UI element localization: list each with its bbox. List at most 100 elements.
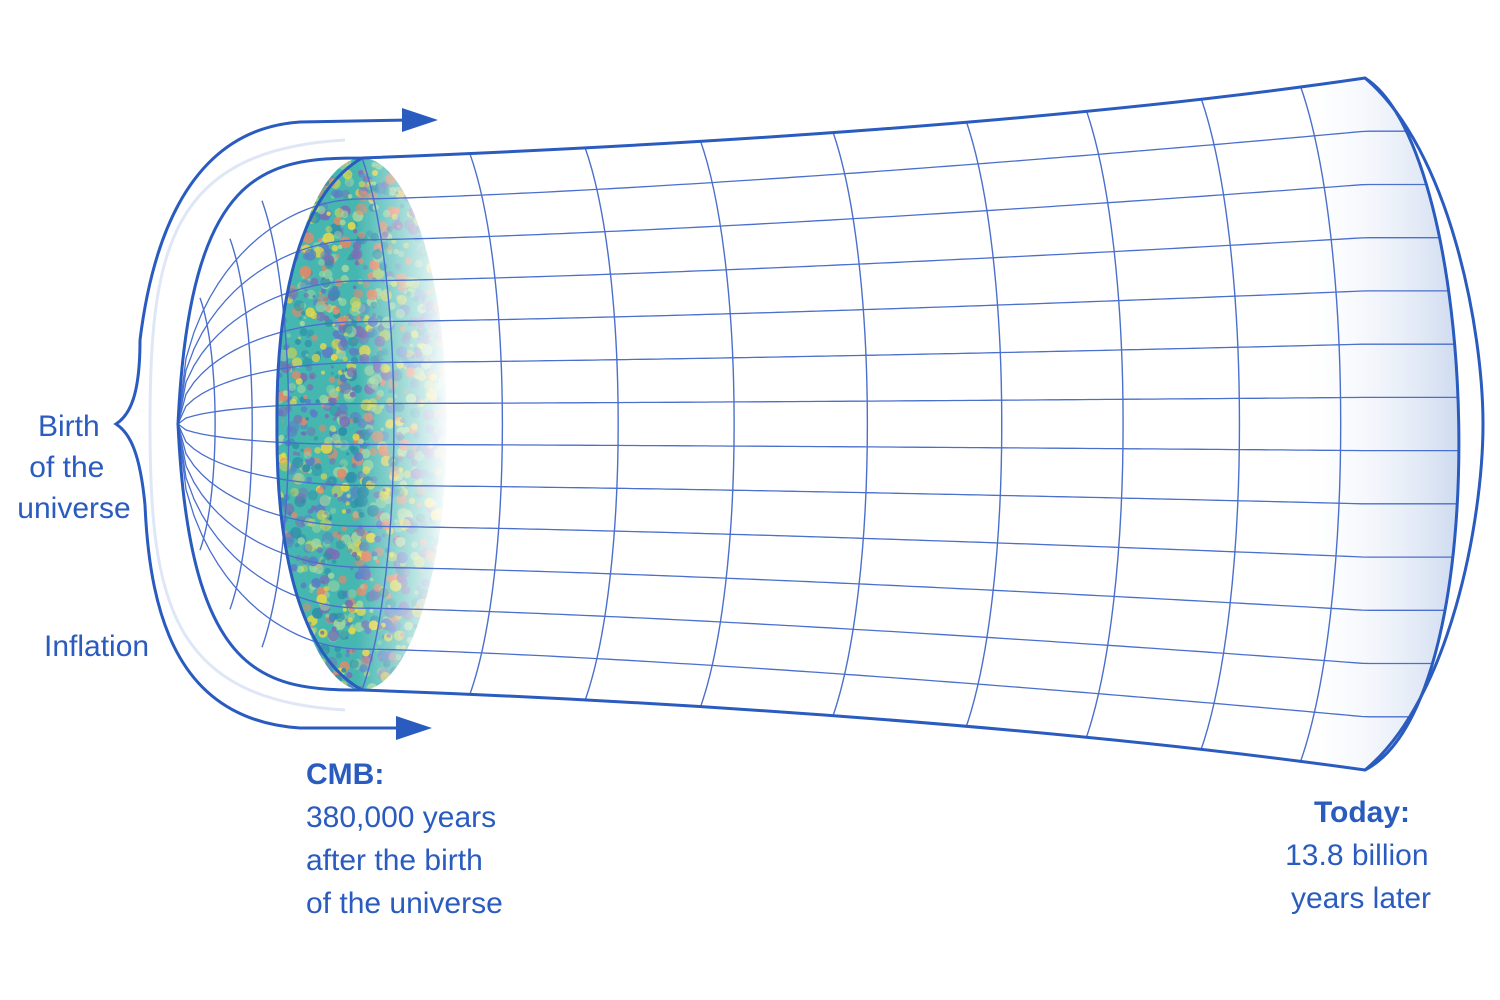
cmb-speckle — [401, 585, 411, 595]
cmb-speckle — [339, 219, 346, 226]
cmb-speckle — [426, 289, 432, 295]
cmb-speckle — [349, 391, 356, 398]
cmb-speckle — [338, 298, 347, 307]
cmb-speckle — [397, 294, 407, 305]
cmb-speckle — [403, 242, 410, 249]
cmb-speckle — [330, 365, 334, 369]
cmb-speckle — [415, 375, 420, 380]
cmb-speckle — [389, 489, 398, 498]
grid-ring-line — [1299, 84, 1342, 764]
cmb-speckle — [388, 465, 400, 477]
cmb-speckle — [329, 277, 334, 282]
cmb-speckle — [352, 433, 360, 441]
cmb-speckle — [399, 518, 411, 530]
cmb-speckle — [306, 384, 314, 391]
cmb-speckle — [393, 371, 400, 379]
cmb-speckle — [366, 230, 373, 237]
cmb-speckle — [434, 338, 445, 349]
cmb-speckle — [327, 630, 339, 642]
cmb-speckle — [397, 283, 407, 293]
grid-ring-line — [261, 200, 290, 648]
cmb-speckle — [409, 343, 414, 348]
cmb-speckle — [416, 513, 426, 523]
cmb-speckle — [349, 659, 359, 669]
cmb-speckle — [392, 560, 401, 568]
cmb-speckle — [358, 169, 364, 175]
cmb-speckle — [438, 332, 442, 336]
grid-ring-line — [699, 139, 735, 709]
cmb-line-2: after the birth — [306, 844, 483, 877]
cmb-speckle — [419, 469, 429, 479]
birth-line-2: of the — [29, 451, 104, 484]
cmb-speckle — [303, 292, 309, 298]
grid-lateral-line — [178, 396, 1459, 425]
cmb-speckle — [311, 586, 315, 591]
cmb-speckle — [443, 394, 447, 403]
cmb-speckle — [315, 399, 320, 404]
grid-lateral-line — [178, 183, 1459, 425]
cmb-speckle — [408, 277, 420, 289]
cmb-speckle — [302, 464, 311, 473]
cmb-speckle — [284, 530, 289, 534]
cmb-speckle — [321, 532, 334, 545]
cmb-speckle — [306, 334, 311, 338]
cmb-speckle — [433, 448, 444, 459]
cmb-speckle — [389, 579, 402, 592]
cmb-speckle — [380, 357, 384, 361]
cmb-speckle — [388, 389, 392, 394]
cmb-speckle — [391, 213, 398, 220]
cmb-speckle — [393, 248, 400, 255]
cmb-speckle — [320, 473, 328, 480]
cmb-speckle — [305, 417, 309, 421]
cmb-speckle — [288, 383, 296, 391]
cmb-speckle — [345, 653, 350, 658]
cmb-speckle — [347, 548, 353, 554]
cmb-speckle — [335, 652, 342, 659]
cmb-speckle — [331, 245, 339, 252]
cmb-speckle — [397, 455, 404, 462]
cmb-speckle — [351, 248, 363, 260]
cmb-speckle — [370, 355, 379, 364]
grid-ring-line — [1199, 95, 1241, 753]
cmb-speckle — [296, 452, 301, 456]
grid-ring-line — [469, 153, 504, 695]
cmb-speckle — [403, 470, 411, 479]
birth-line-1: Birth — [38, 410, 100, 443]
cmb-speckle — [319, 495, 331, 507]
cmb-speckle — [404, 219, 415, 231]
bottom-arrow — [143, 504, 432, 740]
cmb-speckle — [410, 408, 421, 419]
cmb-speckle — [359, 345, 371, 357]
cmb-speckle — [373, 491, 381, 499]
cmb-speckle — [318, 258, 325, 266]
cmb-speckle — [349, 296, 361, 308]
cmb-speckle — [334, 278, 343, 287]
cmb-speckle — [292, 451, 297, 456]
cmb-speckle — [353, 452, 364, 462]
cmb-speckle — [426, 300, 435, 309]
cmb-speckle — [323, 511, 328, 515]
cmb-speckle — [297, 384, 306, 394]
cmb-speckle — [300, 582, 307, 589]
cmb-speckle — [427, 535, 434, 542]
cmb-speckle — [306, 365, 313, 372]
cmb-speckle — [290, 491, 295, 496]
cmb-speckle — [361, 620, 370, 629]
today-heading: Today: — [1314, 796, 1410, 829]
cmb-speckle — [294, 158, 302, 160]
cmb-speckle — [316, 594, 328, 605]
cmb-speckle — [374, 335, 386, 347]
cmb-speckle — [362, 649, 370, 657]
cmb-speckle — [411, 541, 418, 548]
cmb-speckle — [281, 158, 287, 161]
cmb-speckle — [328, 580, 340, 592]
cmb-speckle — [404, 621, 413, 631]
cmb-speckle — [352, 241, 362, 251]
cmb-speckle — [416, 485, 426, 495]
cmb-speckle — [387, 249, 393, 255]
cmb-speckle — [341, 526, 347, 532]
cmb-speckle — [364, 314, 369, 320]
cmb-speckle — [376, 315, 384, 322]
cmb-speckle — [381, 348, 389, 356]
cmb-speckle — [337, 244, 343, 250]
